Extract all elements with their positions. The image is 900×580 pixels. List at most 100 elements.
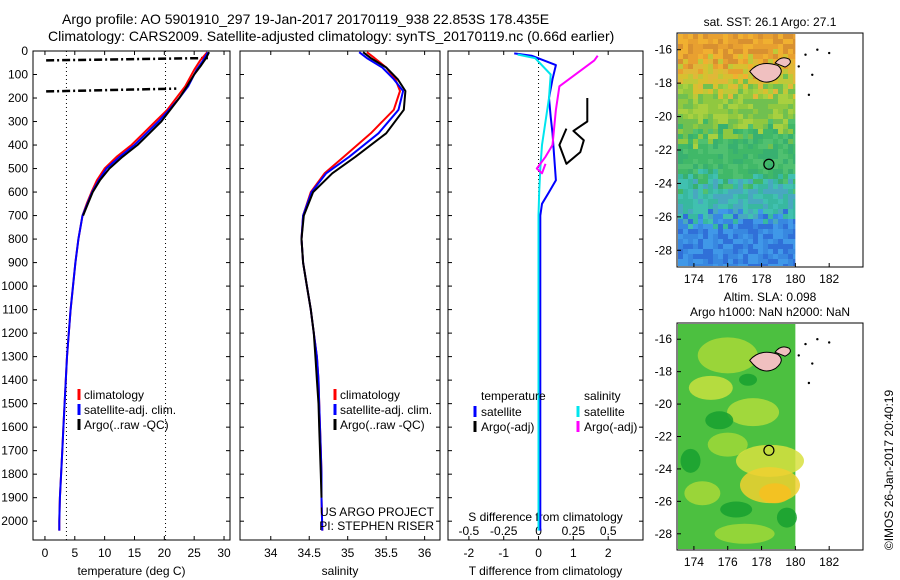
sst-cell [773,79,778,84]
sst-cell [708,54,713,59]
sst-cell [793,194,796,199]
sst-cell [728,114,733,119]
sst-cell [793,59,796,64]
sst-cell [698,69,703,74]
sst-cell [678,79,683,84]
sst-cell [783,69,788,74]
sst-cell [708,119,713,124]
sst-cell [778,79,783,84]
sst-cell [738,194,743,199]
sst-cell [713,124,718,129]
sst-cell [788,84,793,89]
sst-cell [788,224,793,229]
x-tick-label: 178 [752,272,772,286]
sst-cell [728,154,733,159]
y-tick-label: -20 [655,110,673,124]
sst-cell [713,59,718,64]
sst-cell [778,164,783,169]
sst-cell [708,184,713,189]
sst-cell [713,179,718,184]
sst-cell [768,34,773,39]
sst-cell [688,199,693,204]
sst-cell [713,99,718,104]
y-tick-label: 1600 [1,420,28,434]
x-tick-label: 35 [341,546,355,560]
sst-cell [733,219,738,224]
sst-cell [713,219,718,224]
sst-cell [698,129,703,134]
sst-cell [738,124,743,129]
sst-cell [763,239,768,244]
x-tick-label: 20 [158,546,172,560]
sst-cell [758,79,763,84]
sst-cell [758,54,763,59]
sst-cell [768,99,773,104]
legend-label: climatology [84,388,144,402]
sst-cell [713,224,718,229]
sst-cell [758,94,763,99]
argo-position-marker [763,158,775,170]
sst-cell [733,49,738,54]
sst-cell [768,84,773,89]
sst-cell [758,259,763,264]
sla-low-blob [739,373,758,386]
sst-cell [738,44,743,49]
sst-cell [758,254,763,259]
sst-cell [678,254,683,259]
sst-cell [758,84,763,89]
y-tick-label: -22 [655,430,673,444]
y-tick-label: 200 [8,91,28,105]
sst-cell [788,49,793,54]
sst-cell [743,54,748,59]
x-tick-label: 180 [785,555,805,569]
sst-cell [773,189,778,194]
island-dot [811,362,814,365]
sst-cell [733,154,738,159]
sst-cell [708,174,713,179]
sst-cell [698,249,703,254]
sst-cell [718,184,723,189]
sst-cell [723,109,728,114]
sst-cell [678,59,683,64]
sst-cell [728,89,733,94]
sst-cell [748,94,753,99]
sst-cell [773,124,778,129]
sla-blob [736,444,804,477]
sst-cell [788,209,793,214]
sst-cell [783,89,788,94]
sst-cell [753,114,758,119]
sst-cell [738,164,743,169]
sst-cell [688,194,693,199]
sst-cell [758,194,763,199]
sst-cell [703,94,708,99]
sst-cell [723,34,728,39]
sst-cell [793,34,796,39]
sst-cell [748,264,753,266]
sst-cell [758,104,763,109]
sst-cell [678,124,683,129]
sst-cell [723,239,728,244]
sst-cell [758,34,763,39]
sst-cell [738,239,743,244]
sst-cell [678,159,683,164]
sst-cell [783,264,788,266]
sst-cell [703,244,708,249]
x-tick-label: 34.5 [298,546,322,560]
sst-cell [718,59,723,64]
sst-cell [723,219,728,224]
sst-cell [728,54,733,59]
plot-frame [32,50,231,541]
argo-position-marker [763,444,775,456]
sst-cell [708,209,713,214]
sst-cell [693,154,698,159]
sst-cell [788,159,793,164]
sst-cell [703,199,708,204]
sst-cell [793,164,796,169]
sst-cell [773,204,778,209]
sst-cell [708,194,713,199]
sst-cell [713,164,718,169]
sst-cell [793,104,796,109]
sst-cell [698,139,703,144]
sst-cell [708,219,713,224]
sst-cell [723,39,728,44]
